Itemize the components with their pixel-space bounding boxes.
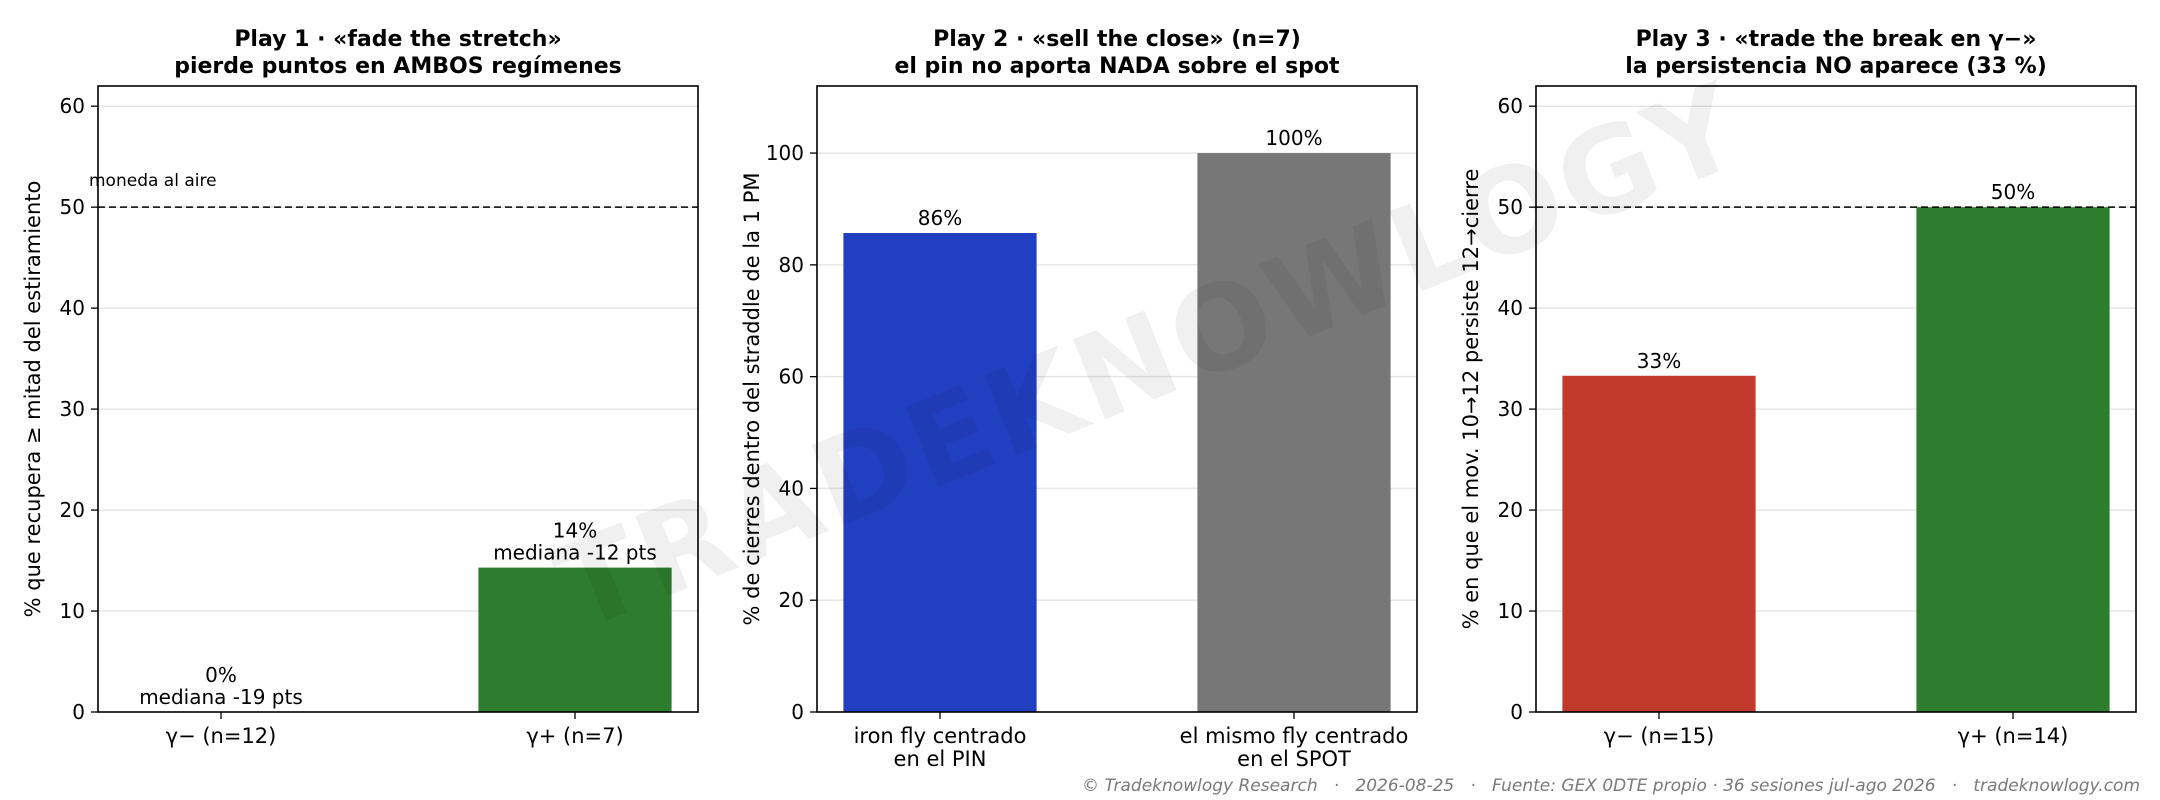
y-tick-label: 40 bbox=[60, 296, 85, 320]
y-tick-label: 30 bbox=[1498, 397, 1523, 421]
y-tick-label: 60 bbox=[779, 365, 804, 389]
y-tick-label: 30 bbox=[60, 397, 85, 421]
y-tick-label: 0 bbox=[791, 700, 804, 724]
chart-title-line: Play 2 · «sell the close» (n=7) bbox=[933, 27, 1301, 52]
y-tick-label: 60 bbox=[60, 94, 85, 118]
x-tick-label: en el SPOT bbox=[1237, 747, 1351, 771]
x-tick-label: en el PIN bbox=[894, 747, 987, 771]
chart-title-line: pierde puntos en AMBOS regímenes bbox=[174, 54, 622, 79]
data-label: mediana -19 pts bbox=[139, 685, 303, 709]
chart-title-line: el pin no aporta NADA sobre el spot bbox=[894, 54, 1340, 79]
y-tick-label: 10 bbox=[60, 599, 85, 623]
bar bbox=[1562, 376, 1755, 712]
reference-line-label: moneda al aire bbox=[89, 171, 217, 191]
x-tick-label: γ− (n=12) bbox=[166, 724, 277, 748]
data-label: 33% bbox=[1637, 349, 1681, 373]
chart-title-line: Play 3 · «trade the break en γ−» bbox=[1636, 27, 2037, 52]
data-label: 50% bbox=[1991, 180, 2035, 204]
bar bbox=[1916, 207, 2109, 712]
y-tick-label: 80 bbox=[779, 253, 804, 277]
x-tick-label: γ+ (n=14) bbox=[1958, 724, 2069, 748]
data-label: 100% bbox=[1265, 126, 1322, 150]
x-tick-label: γ− (n=15) bbox=[1604, 724, 1715, 748]
y-tick-label: 60 bbox=[1498, 94, 1523, 118]
y-tick-label: 0 bbox=[1510, 700, 1523, 724]
y-tick-label: 20 bbox=[60, 498, 85, 522]
x-tick-label: γ+ (n=7) bbox=[526, 724, 623, 748]
footer-credits: © Tradeknowlogy Research · 2026-08-25 · … bbox=[1082, 776, 2140, 796]
y-tick-label: 40 bbox=[1498, 296, 1523, 320]
y-tick-label: 100 bbox=[766, 141, 804, 165]
x-tick-label: iron fly centrado bbox=[854, 724, 1027, 748]
y-axis-label: % que recupera ≥ mitad del estiramiento bbox=[21, 181, 45, 618]
y-tick-label: 10 bbox=[1498, 599, 1523, 623]
data-label: 86% bbox=[918, 206, 962, 230]
x-tick-label: el mismo fly centrado bbox=[1180, 724, 1409, 748]
y-tick-label: 50 bbox=[60, 195, 85, 219]
data-label: 0% bbox=[205, 663, 237, 687]
y-tick-label: 20 bbox=[779, 588, 804, 612]
y-tick-label: 20 bbox=[1498, 498, 1523, 522]
chart-title-line: Play 1 · «fade the stretch» bbox=[234, 27, 561, 52]
y-tick-label: 0 bbox=[72, 700, 85, 724]
